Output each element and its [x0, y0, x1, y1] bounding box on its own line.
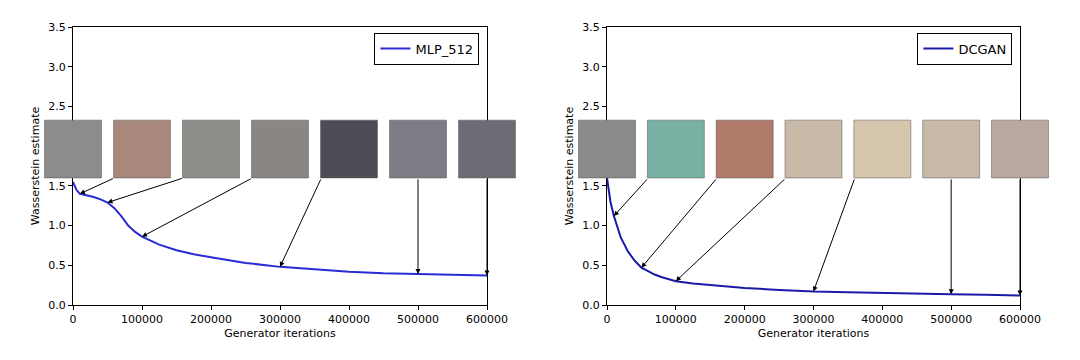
svg-text:3.0: 3.0	[48, 61, 66, 74]
svg-text:600000: 600000	[999, 313, 1041, 326]
svg-text:0: 0	[70, 313, 77, 326]
svg-text:DCGAN: DCGAN	[958, 42, 1006, 57]
svg-text:3.5: 3.5	[48, 21, 66, 34]
svg-text:Wasserstein estimate: Wasserstein estimate	[29, 107, 42, 226]
svg-text:400000: 400000	[328, 313, 370, 326]
svg-text:2.0: 2.0	[582, 140, 600, 153]
svg-text:100000: 100000	[121, 313, 163, 326]
svg-text:Generator iterations: Generator iterations	[224, 327, 336, 340]
svg-text:3.0: 3.0	[582, 61, 600, 74]
svg-text:Wasserstein estimate: Wasserstein estimate	[563, 107, 576, 226]
svg-text:0.0: 0.0	[48, 299, 66, 312]
svg-text:1.5: 1.5	[582, 180, 600, 193]
svg-text:2.5: 2.5	[582, 100, 600, 113]
svg-text:0.5: 0.5	[48, 259, 66, 272]
svg-text:100000: 100000	[655, 313, 697, 326]
svg-text:200000: 200000	[724, 313, 766, 326]
svg-text:300000: 300000	[259, 313, 301, 326]
svg-text:500000: 500000	[930, 313, 972, 326]
svg-text:Generator iterations: Generator iterations	[758, 327, 870, 340]
svg-text:0.5: 0.5	[582, 259, 600, 272]
svg-text:MLP_512: MLP_512	[415, 42, 473, 57]
svg-text:500000: 500000	[397, 313, 439, 326]
svg-text:1.0: 1.0	[48, 219, 66, 232]
svg-text:200000: 200000	[190, 313, 232, 326]
svg-text:2.5: 2.5	[48, 100, 66, 113]
svg-text:3.5: 3.5	[582, 21, 600, 34]
svg-text:0: 0	[604, 313, 611, 326]
svg-text:1.5: 1.5	[48, 180, 66, 193]
svg-text:300000: 300000	[793, 313, 835, 326]
svg-text:1.0: 1.0	[582, 219, 600, 232]
svg-text:0.0: 0.0	[582, 299, 600, 312]
svg-text:2.0: 2.0	[48, 140, 66, 153]
svg-text:600000: 600000	[466, 313, 508, 326]
svg-text:400000: 400000	[861, 313, 903, 326]
